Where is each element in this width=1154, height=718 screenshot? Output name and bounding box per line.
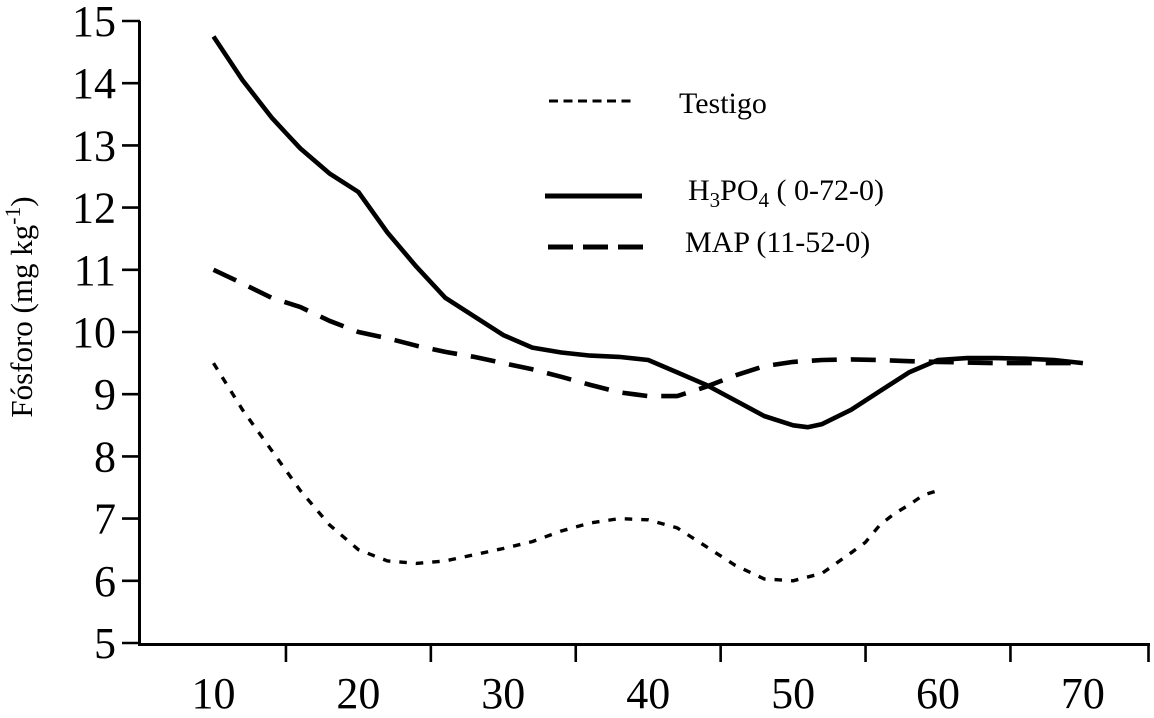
y-tick-label: 6 bbox=[94, 557, 116, 606]
x-tick-label: 10 bbox=[192, 669, 236, 718]
y-tick-label: 15 bbox=[72, 0, 116, 46]
legend-label-testigo: Testigo bbox=[679, 87, 767, 120]
y-tick-label: 9 bbox=[94, 370, 116, 419]
x-tick-label: 40 bbox=[626, 669, 670, 718]
legend-item-testigo: Testigo bbox=[549, 87, 767, 120]
series-line-h3po4 bbox=[211, 35, 1084, 430]
series-line-testigo bbox=[212, 362, 939, 583]
series-line-map bbox=[212, 267, 1083, 399]
legend: Testigo H3PO4 ( 0-72-0) MAP (11-52-0) bbox=[545, 87, 884, 259]
y-tick-label: 11 bbox=[74, 246, 116, 295]
y-tick-label: 13 bbox=[72, 121, 116, 170]
legend-item-h3po4: H3PO4 ( 0-72-0) bbox=[545, 174, 884, 212]
legend-label-map: MAP (11-52-0) bbox=[685, 226, 870, 259]
x-tick-label: 30 bbox=[481, 669, 525, 718]
y-tick-label: 14 bbox=[72, 59, 116, 108]
y-tick-label: 5 bbox=[94, 619, 116, 668]
x-tick-label: 50 bbox=[771, 669, 815, 718]
y-tick-label: 8 bbox=[94, 432, 116, 481]
y-tick-label: 7 bbox=[94, 495, 116, 544]
x-tick-label: 60 bbox=[916, 669, 960, 718]
y-axis-title: Fósforo (mg kg-1) bbox=[1, 196, 39, 417]
legend-label-h3po4: H3PO4 ( 0-72-0) bbox=[688, 174, 884, 212]
x-tick-label: 70 bbox=[1061, 669, 1105, 718]
y-tick-label: 12 bbox=[72, 184, 116, 233]
x-tick-label: 20 bbox=[336, 669, 380, 718]
legend-item-map: MAP (11-52-0) bbox=[548, 226, 870, 259]
y-tick-label: 10 bbox=[72, 308, 116, 357]
